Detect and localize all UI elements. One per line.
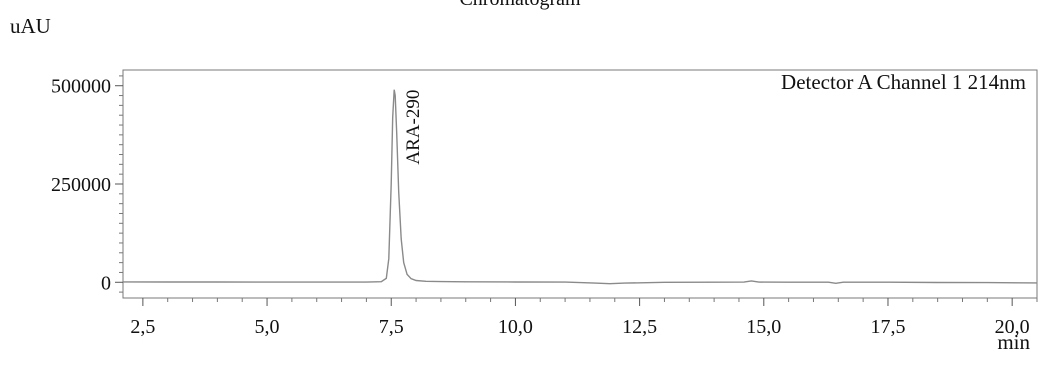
y-tick-label: 500000 (51, 76, 111, 98)
x-axis-unit-label: min (997, 330, 1030, 354)
x-tick-label: 15,0 (746, 316, 781, 338)
chart-title: Chromatogram (0, 0, 1040, 11)
chromatogram-trace (122, 89, 1038, 285)
x-tick-label: 12,5 (622, 316, 657, 338)
y-axis-unit-label: uAU (10, 14, 51, 38)
x-tick-label: 5,0 (255, 316, 280, 338)
y-tick-label: 0 (101, 272, 111, 294)
x-tick-label: 20,0 (995, 316, 1030, 338)
plot-frame (122, 69, 1038, 299)
y-tick-label: 250000 (51, 174, 111, 196)
peak-label: ARA-290 (403, 90, 424, 165)
detector-channel-label: Detector A Channel 1 214nm (781, 70, 1026, 94)
x-tick-label: 2,5 (130, 316, 155, 338)
x-tick-label: 17,5 (870, 316, 905, 338)
x-tick-label: 7,5 (379, 316, 404, 338)
x-tick-label: 10,0 (498, 316, 533, 338)
